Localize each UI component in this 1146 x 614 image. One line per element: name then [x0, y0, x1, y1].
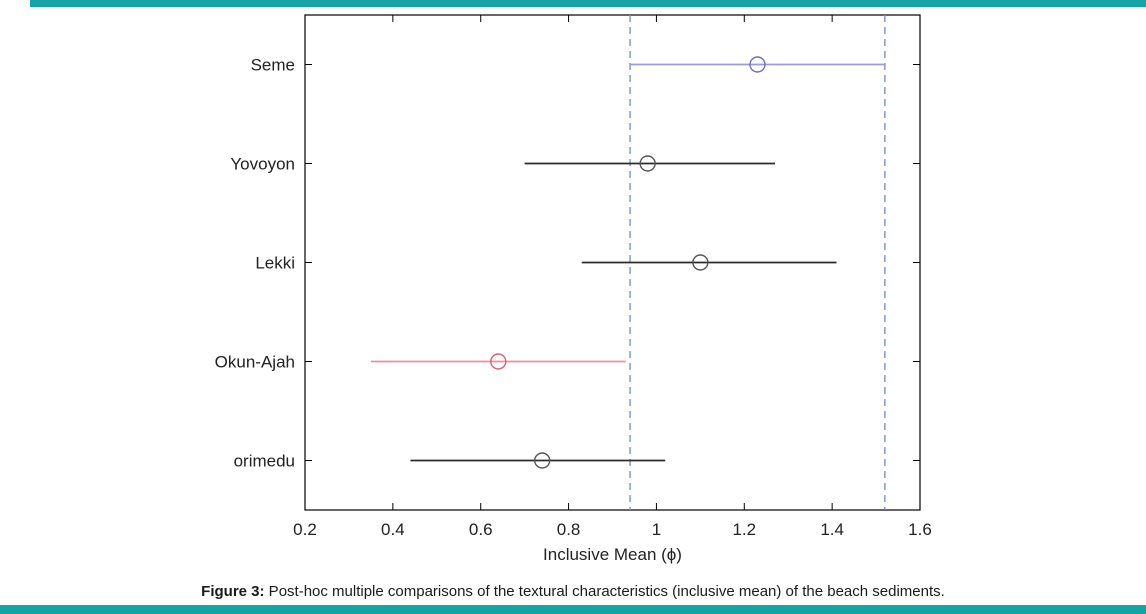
bottom-accent-bar	[0, 605, 1146, 614]
x-tick-label: 0.8	[557, 520, 581, 539]
x-tick-label: 0.6	[469, 520, 493, 539]
x-tick-label: 0.2	[293, 520, 317, 539]
x-axis-label: Inclusive Mean (ϕ)	[543, 545, 682, 564]
y-tick-label: Lekki	[255, 254, 295, 273]
figure-caption: Figure 3: Post-hoc multiple comparisons …	[0, 583, 1146, 600]
y-tick-label: Okun-Ajah	[215, 353, 295, 372]
mean-marker	[639, 155, 656, 172]
comparison-plot: 0.2 0.4 0.6 0.8 1 1.2 1.4 1.6 Seme Yovoyon Lekki Ok…	[215, 14, 932, 564]
figure-caption-text: Post-hoc multiple comparisons of the tex…	[264, 583, 945, 600]
mean-marker	[490, 353, 507, 370]
x-tick-label: 1	[652, 520, 661, 539]
x-tick-label: 1.6	[908, 520, 932, 539]
y-tick-label: orimedu	[234, 452, 295, 471]
y-tick-label: Seme	[251, 56, 295, 75]
y-tick-label: Yovoyon	[230, 155, 295, 174]
top-accent-bar	[30, 0, 1146, 7]
mean-marker	[534, 452, 551, 469]
figure-caption-label: Figure 3:	[201, 583, 265, 600]
mean-marker	[749, 56, 766, 73]
mean-marker	[692, 254, 709, 271]
x-tick-label: 1.4	[820, 520, 844, 539]
x-tick-label: 1.2	[732, 520, 756, 539]
x-tick-label: 0.4	[381, 520, 405, 539]
